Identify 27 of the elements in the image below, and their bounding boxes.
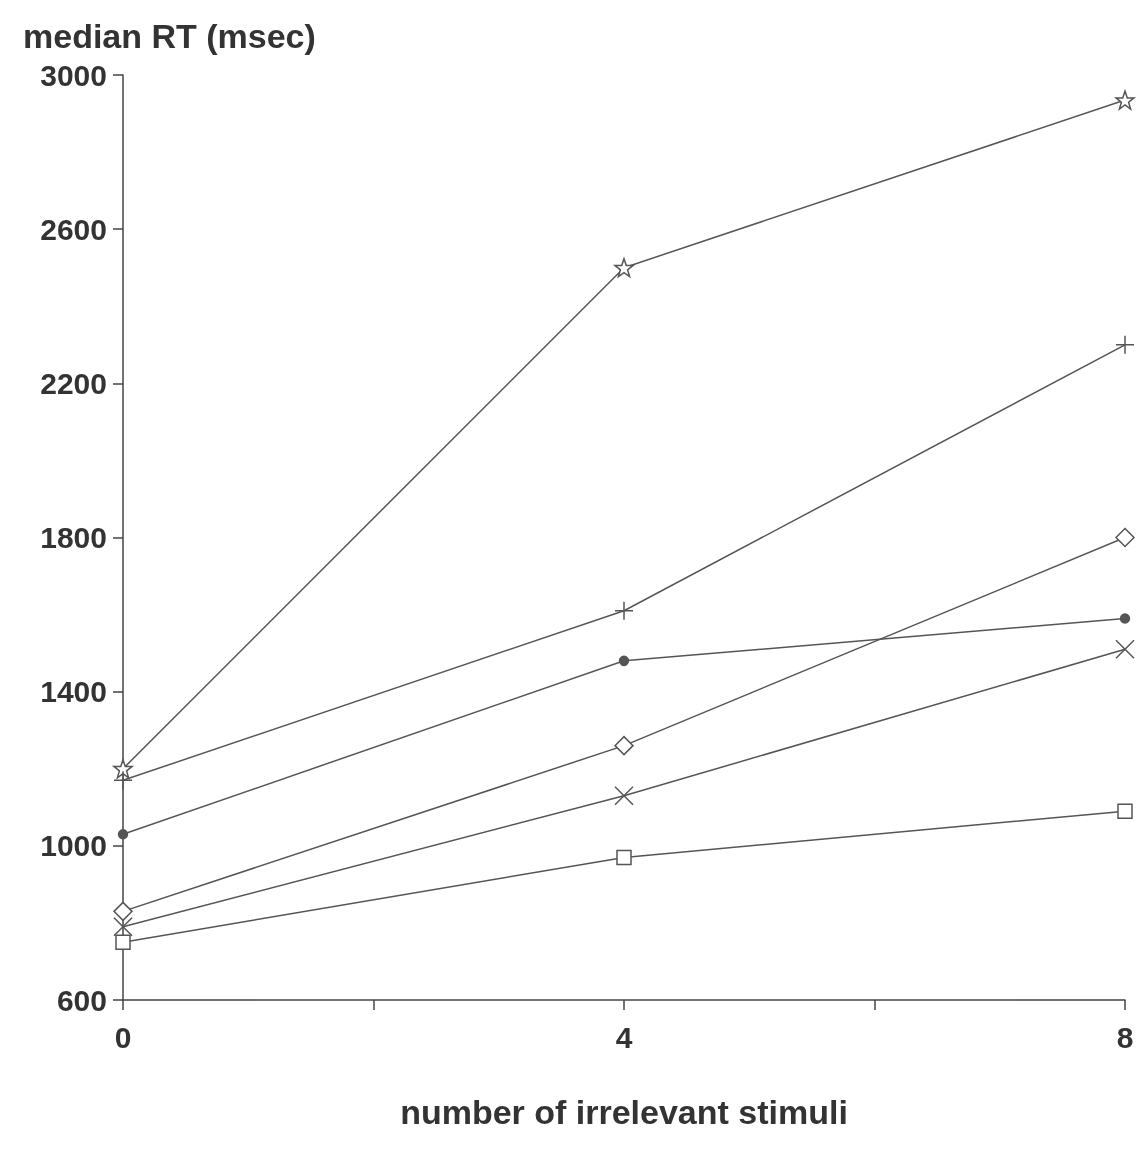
- point: [115, 934, 131, 950]
- y-tick-label: 1000: [40, 829, 107, 863]
- y-tick-label: 600: [56, 983, 107, 1017]
- y-tick-label: 1400: [40, 675, 107, 709]
- point: [117, 829, 129, 840]
- point: [113, 917, 133, 937]
- point: [616, 849, 632, 866]
- point: [1115, 527, 1135, 548]
- y-tick-label: 2600: [40, 212, 107, 246]
- point: [1115, 639, 1135, 660]
- y-tick-label: 2200: [40, 366, 107, 400]
- y-axis-title: median RT (msec): [23, 17, 316, 55]
- point: [618, 655, 630, 667]
- y-tick-label: 1800: [40, 521, 107, 554]
- point: [113, 901, 133, 922]
- y-tick-label: 3000: [40, 58, 107, 92]
- x-tick-label: 0: [114, 1020, 132, 1054]
- point: [113, 759, 133, 779]
- point: [1115, 90, 1135, 110]
- x-tick-label: 8: [1116, 1020, 1134, 1054]
- point: [614, 257, 634, 278]
- point: [614, 785, 634, 806]
- x-axis-title: number of irrelevant stimuli: [400, 1093, 848, 1131]
- x-tick-label: 4: [615, 1020, 633, 1054]
- point: [1119, 613, 1131, 624]
- point: [614, 735, 634, 756]
- point: [1117, 803, 1133, 819]
